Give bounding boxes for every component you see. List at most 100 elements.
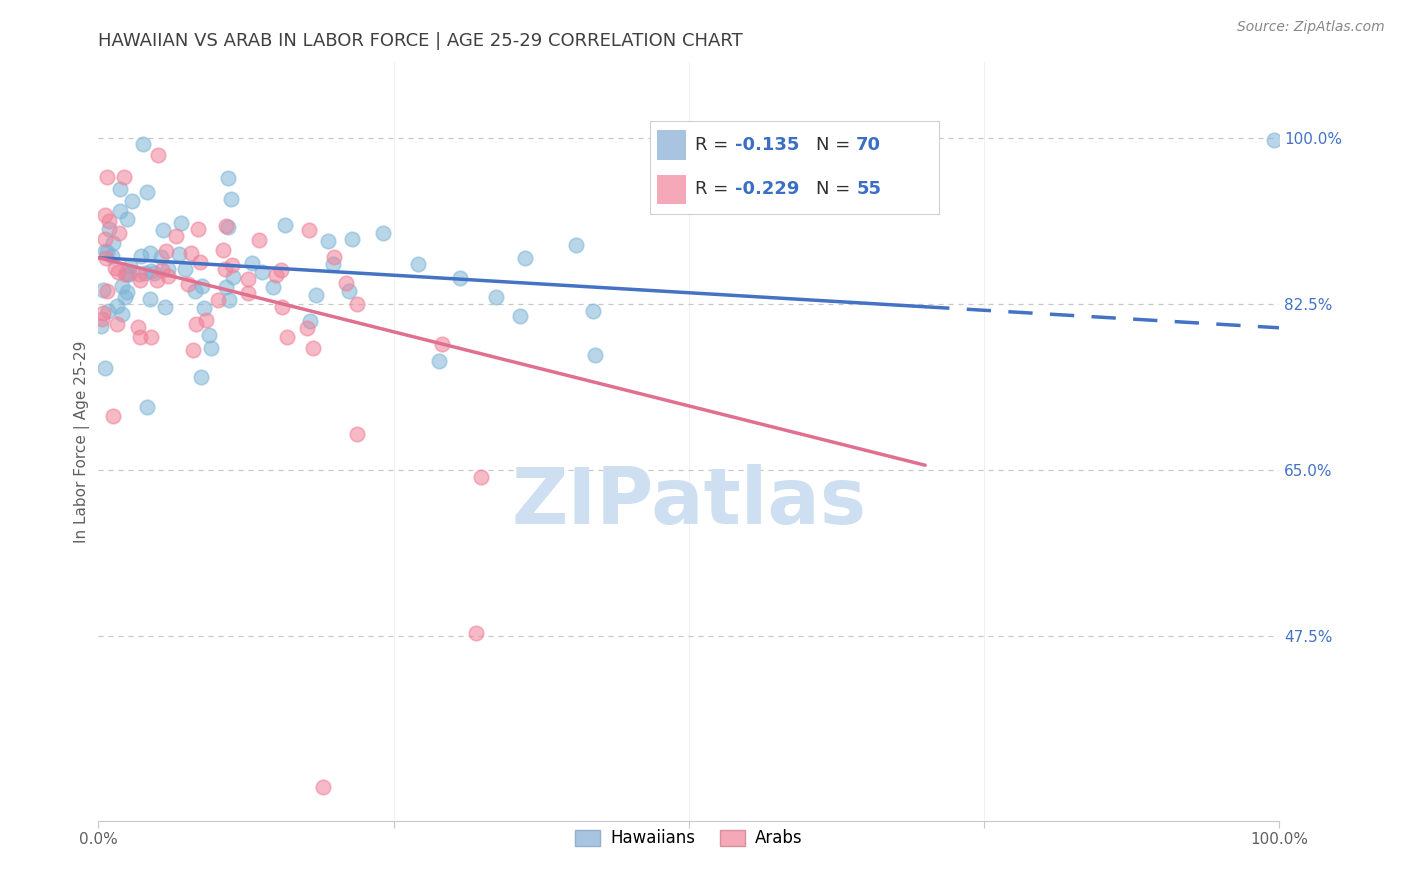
Point: [194, 313, 217, 327]
Point: [302, 341, 325, 355]
Text: -0.135: -0.135: [735, 136, 799, 154]
Text: ZIPatlas: ZIPatlas: [512, 464, 866, 541]
Point: [312, 780, 335, 795]
Point: [108, 226, 131, 240]
Point: [298, 223, 321, 237]
Point: [156, 269, 179, 284]
Point: [276, 330, 298, 344]
Point: [219, 192, 242, 206]
Point: [117, 285, 139, 300]
Point: [155, 244, 177, 258]
Point: [305, 288, 328, 302]
Point: [146, 272, 169, 286]
Point: [198, 327, 221, 342]
Point: [136, 400, 159, 414]
Point: [128, 267, 150, 281]
Legend: Hawaiians, Arabs: Hawaiians, Arabs: [568, 822, 810, 854]
Point: [337, 285, 360, 299]
Point: [152, 223, 174, 237]
Point: [316, 235, 339, 249]
Point: [297, 321, 319, 335]
Y-axis label: In Labor Force | Age 25-29: In Labor Force | Age 25-29: [75, 341, 90, 542]
Point: [108, 182, 131, 196]
Point: [322, 256, 344, 270]
Point: [118, 259, 141, 273]
Point: [181, 343, 204, 358]
Point: [212, 243, 235, 257]
Text: 70: 70: [856, 136, 882, 154]
Point: [112, 170, 135, 185]
Point: [470, 470, 492, 484]
Point: [146, 147, 169, 161]
Point: [104, 261, 127, 276]
Point: [169, 216, 191, 230]
Text: N =: N =: [815, 180, 856, 198]
Point: [238, 285, 260, 300]
Point: [335, 276, 357, 290]
Point: [101, 236, 124, 251]
Point: [134, 266, 156, 280]
Point: [217, 220, 239, 235]
Point: [264, 268, 287, 283]
Point: [96, 284, 118, 298]
Point: [152, 262, 174, 277]
Point: [184, 284, 207, 298]
Point: [107, 265, 129, 279]
Point: [1263, 133, 1285, 147]
Text: 55: 55: [856, 180, 882, 198]
Point: [139, 329, 162, 343]
Point: [583, 348, 606, 362]
Point: [513, 252, 536, 266]
Point: [236, 271, 259, 285]
Point: [214, 219, 236, 233]
Point: [141, 264, 163, 278]
Point: [214, 279, 236, 293]
Point: [217, 171, 239, 186]
Point: [111, 279, 134, 293]
Point: [340, 232, 363, 246]
Point: [127, 319, 149, 334]
Point: [118, 268, 141, 282]
Point: [346, 297, 368, 311]
Text: -0.229: -0.229: [735, 180, 799, 198]
Point: [149, 250, 172, 264]
Point: [449, 270, 471, 285]
Point: [98, 221, 121, 235]
Point: [218, 293, 240, 308]
Point: [94, 244, 117, 258]
Point: [115, 267, 138, 281]
Point: [90, 319, 112, 334]
Point: [114, 267, 136, 281]
Point: [93, 208, 115, 222]
Point: [177, 277, 200, 291]
Point: [485, 290, 508, 304]
Point: [129, 249, 152, 263]
Point: [132, 136, 155, 151]
Point: [200, 341, 222, 355]
Point: [136, 185, 159, 199]
Point: [94, 232, 117, 246]
Point: [129, 273, 152, 287]
Point: [187, 222, 209, 236]
Point: [139, 246, 162, 260]
Point: [582, 304, 605, 318]
Point: [250, 265, 273, 279]
Point: [94, 361, 117, 376]
Point: [143, 266, 166, 280]
Point: [323, 250, 346, 264]
Point: [221, 270, 243, 285]
Point: [247, 233, 270, 247]
Text: N =: N =: [815, 136, 856, 154]
Point: [105, 299, 128, 313]
Point: [94, 252, 117, 266]
Point: [191, 279, 214, 293]
Point: [214, 262, 236, 277]
Point: [565, 238, 588, 252]
Point: [188, 255, 211, 269]
Point: [173, 261, 195, 276]
Point: [167, 247, 190, 261]
Point: [97, 304, 120, 318]
Point: [111, 307, 134, 321]
Text: HAWAIIAN VS ARAB IN LABOR FORCE | AGE 25-29 CORRELATION CHART: HAWAIIAN VS ARAB IN LABOR FORCE | AGE 25…: [98, 32, 744, 50]
Point: [509, 309, 531, 323]
